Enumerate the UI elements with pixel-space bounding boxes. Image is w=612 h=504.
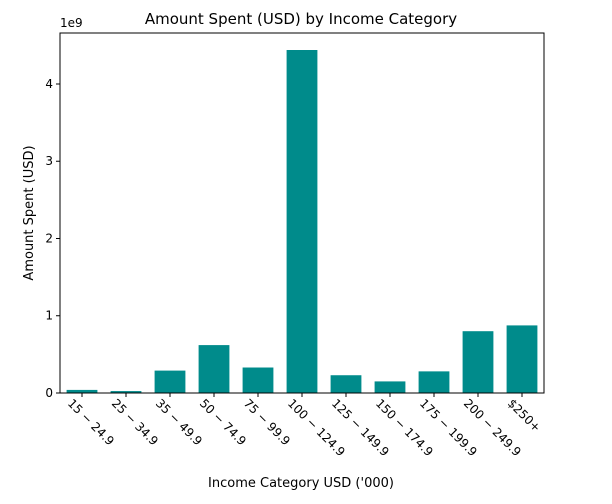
x-tick-label: 75 − 99.9 bbox=[241, 396, 293, 448]
x-tick-label: 50 − 74.9 bbox=[197, 396, 249, 448]
bar bbox=[462, 331, 494, 393]
x-tick-label: 15 − 24.9 bbox=[65, 396, 117, 448]
x-tick-label: 35 − 49.9 bbox=[153, 396, 205, 448]
plot-frame bbox=[59, 32, 545, 394]
y-tick-label: 4 bbox=[45, 77, 53, 91]
bar bbox=[506, 325, 538, 393]
bar bbox=[418, 371, 450, 393]
bar bbox=[154, 370, 186, 393]
x-tick-label: 25 − 34.9 bbox=[109, 396, 161, 448]
chart-title: Amount Spent (USD) by Income Category bbox=[145, 10, 457, 28]
y-tick-label: 2 bbox=[45, 231, 53, 245]
bar bbox=[66, 389, 98, 393]
plot-area: 15 − 24.925 − 34.935 − 49.950 − 74.975 −… bbox=[45, 50, 543, 459]
x-axis-label: Income Category USD ('000) bbox=[208, 476, 394, 491]
x-tick-label: $250+ bbox=[505, 396, 544, 435]
bar bbox=[110, 391, 142, 393]
bar bbox=[198, 345, 230, 393]
y-tick-label: 1 bbox=[45, 309, 53, 323]
bar bbox=[330, 375, 362, 393]
y-axis-label: Amount Spent (USD) bbox=[22, 145, 37, 280]
y-tick-label: 0 bbox=[45, 386, 53, 400]
bar bbox=[286, 50, 318, 393]
y-axis-offset-label: 1e9 bbox=[60, 16, 83, 30]
bar bbox=[242, 367, 274, 393]
y-tick-label: 3 bbox=[45, 154, 53, 168]
bar bbox=[374, 381, 406, 393]
